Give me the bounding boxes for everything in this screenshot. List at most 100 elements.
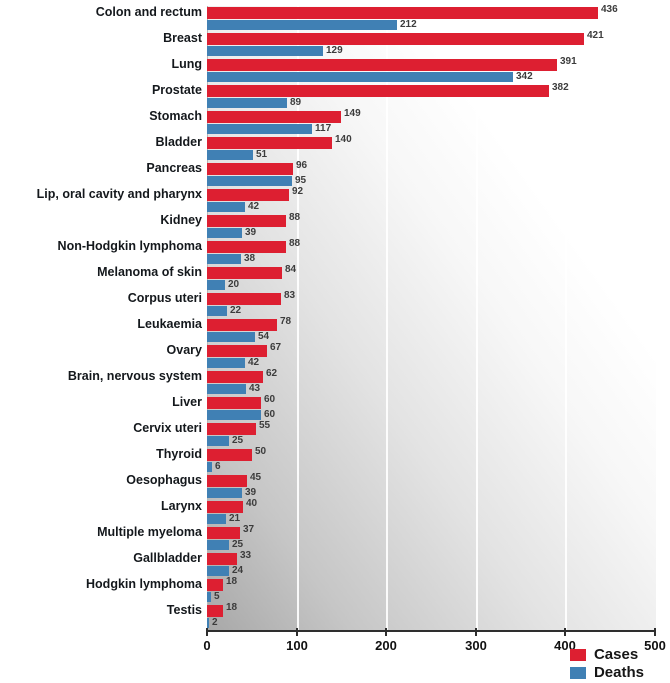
bar-row: Thyroid 50 6 [0, 446, 655, 474]
deaths-value-label: 42 [248, 201, 260, 212]
deaths-bar-line: 21 [207, 513, 655, 525]
category-label: Gallbladder [133, 551, 202, 565]
cases-bar-line: 92 [207, 186, 655, 201]
cases-bar-line: 55 [207, 420, 655, 435]
axis-tick [206, 628, 208, 636]
cases-value-label: 37 [243, 523, 255, 535]
cases-value-label: 88 [289, 211, 301, 223]
deaths-bar-line: 129 [207, 45, 655, 57]
deaths-bar-line: 38 [207, 253, 655, 265]
bar-row: Oesophagus 45 39 [0, 472, 655, 500]
legend: Cases Deaths [569, 647, 644, 681]
category-label: Lung [171, 57, 202, 71]
category-label: Brain, nervous system [67, 369, 202, 383]
cases-bar-line: 40 [207, 498, 655, 513]
cases-value-label: 18 [226, 601, 238, 613]
cases-bar-line: 84 [207, 263, 655, 279]
bar-row: Lung 391 342 [0, 55, 655, 84]
deaths-bar [207, 410, 261, 420]
bar-row: Testis 18 2 [0, 601, 655, 630]
bar-area: 421 129 [207, 30, 655, 57]
bar-area: 88 38 [207, 237, 655, 265]
deaths-bar [207, 254, 241, 264]
cases-bar [207, 448, 252, 461]
deaths-bar [207, 306, 227, 316]
deaths-value-label: 25 [232, 435, 244, 446]
bar-row: Prostate 382 89 [0, 82, 655, 110]
deaths-value-label: 42 [248, 357, 260, 368]
bar-row: Cervix uteri 55 25 [0, 420, 655, 448]
deaths-bar-line: 25 [207, 435, 655, 447]
cases-value-label: 33 [240, 549, 252, 561]
cases-value-label: 149 [344, 107, 361, 119]
axis-tick-label: 200 [375, 638, 397, 653]
deaths-bar [207, 462, 212, 472]
cases-value-label: 60 [264, 393, 276, 405]
category-label: Lip, oral cavity and pharynx [36, 187, 202, 201]
cases-bar-line: 436 [207, 3, 655, 19]
deaths-bar-line: 42 [207, 357, 655, 369]
axis-tick [475, 628, 477, 636]
deaths-value-label: 22 [230, 305, 242, 316]
bar-area: 33 24 [207, 549, 655, 577]
bar-area: 92 42 [207, 186, 655, 213]
deaths-value-label: 117 [315, 123, 332, 134]
cases-bar [207, 526, 240, 539]
category-label: Non-Hodgkin lymphoma [57, 239, 202, 253]
category-label: Oesophagus [126, 473, 202, 487]
axis-tick-label: 500 [644, 638, 666, 653]
axis-tick [654, 628, 656, 636]
legend-entry-deaths: Deaths [569, 664, 644, 681]
deaths-bar [207, 384, 246, 394]
bar-area: 55 25 [207, 420, 655, 447]
cases-bar [207, 552, 237, 565]
cases-bar [207, 370, 263, 383]
bar-row: Melanoma of skin 84 20 [0, 263, 655, 292]
cases-bar [207, 214, 286, 227]
cases-bar [207, 58, 557, 71]
deaths-value-label: 60 [264, 409, 276, 420]
cases-value-label: 391 [560, 55, 577, 67]
deaths-value-label: 20 [228, 279, 240, 290]
cases-value-label: 84 [285, 263, 297, 275]
cases-bar [207, 604, 223, 617]
bar-area: 140 51 [207, 134, 655, 161]
bar-row: Lip, oral cavity and pharynx 92 42 [0, 186, 655, 214]
bar-area: 18 5 [207, 576, 655, 603]
bar-row: Non-Hodgkin lymphoma 88 38 [0, 237, 655, 266]
cases-bar-line: 37 [207, 523, 655, 539]
deaths-value-label: 129 [326, 45, 343, 56]
deaths-bar [207, 618, 209, 628]
cases-value-label: 88 [289, 237, 301, 249]
category-label: Bladder [155, 135, 202, 149]
x-axis: 0 100 200 300 400 500 [203, 628, 666, 658]
category-label: Cervix uteri [133, 421, 202, 435]
cases-bar [207, 188, 289, 201]
bar-area: 88 39 [207, 211, 655, 239]
bar-row: Liver 60 60 [0, 393, 655, 422]
category-label: Breast [163, 31, 202, 45]
deaths-bar [207, 566, 229, 576]
deaths-value-label: 25 [232, 539, 244, 550]
axis-tick [296, 628, 298, 636]
deaths-bar-line: 42 [207, 201, 655, 213]
deaths-value-label: 51 [256, 149, 268, 160]
category-label: Multiple myeloma [97, 525, 202, 539]
category-label: Stomach [149, 109, 202, 123]
category-label: Pancreas [146, 161, 202, 175]
deaths-bar [207, 280, 225, 290]
bar-row: Stomach 149 117 [0, 107, 655, 136]
cases-bar [207, 110, 341, 123]
gridline-400 [565, 6, 567, 630]
cases-bar [207, 474, 247, 487]
cases-bar [207, 344, 267, 357]
category-label: Leukaemia [137, 317, 202, 331]
deaths-value-label: 54 [258, 331, 270, 342]
cases-bar [207, 292, 281, 305]
legend-label-deaths: Deaths [593, 664, 644, 681]
deaths-value-label: 342 [516, 71, 533, 82]
bar-row: Gallbladder 33 24 [0, 549, 655, 578]
cases-value-label: 436 [601, 3, 618, 15]
deaths-bar [207, 202, 245, 212]
deaths-bar [207, 358, 245, 368]
